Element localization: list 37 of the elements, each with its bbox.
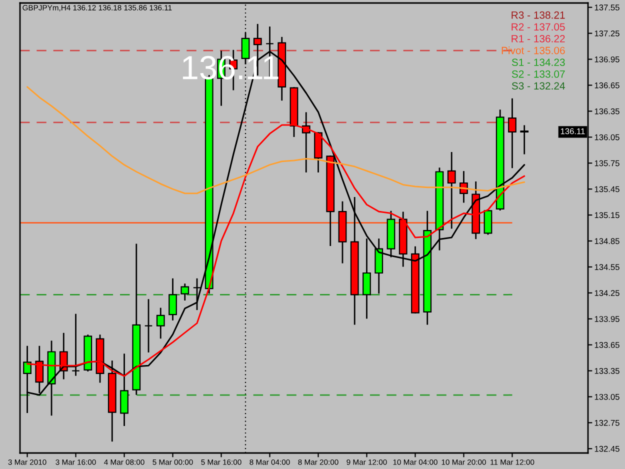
text: 136.11 <box>560 128 585 134</box>
y-tick-label: 136.65 <box>594 82 620 88</box>
y-tick-label: 133.65 <box>594 342 620 348</box>
candlestick <box>168 278 177 320</box>
annotation: R1 - 136.22 <box>512 35 565 42</box>
candlestick <box>362 238 371 319</box>
y-tick-label: 137.25 <box>594 30 620 36</box>
candlestick <box>508 98 516 168</box>
y-tick-label: 136.05 <box>594 134 620 140</box>
annotation: R2 - 137.05 <box>512 23 565 31</box>
y-tick-label: 136.95 <box>594 56 620 62</box>
annotation: S2 - 133.07 <box>512 70 565 78</box>
y-tick-label: 134.25 <box>594 290 620 296</box>
annotation: S3 - 132.24 <box>512 82 565 90</box>
candlestick <box>156 308 165 339</box>
annotation: Pivot - 135.06 <box>502 46 565 54</box>
y-tick-label: 133.05 <box>594 394 620 400</box>
y-tick-label: 135.15 <box>594 212 620 218</box>
candlestick <box>484 209 492 235</box>
y-tick-label: 135.75 <box>594 160 620 166</box>
y-tick-label: 132.45 <box>594 446 620 452</box>
y-tick-label: 134.55 <box>594 264 620 270</box>
y-tick-label: 133.35 <box>594 368 620 374</box>
candlestick <box>192 278 202 310</box>
candlestick <box>447 152 456 229</box>
y-tick-label: 137.55 <box>594 4 620 10</box>
annotation: R3 - 138.21 <box>512 11 565 19</box>
y-tick-label: 132.75 <box>594 420 620 426</box>
y-tick-label: 134.85 <box>594 238 620 244</box>
candlestick <box>72 314 80 376</box>
y-tick-label: 133.95 <box>594 316 620 322</box>
y-tick-label: 135.45 <box>594 186 620 192</box>
y-tick-label: 136.35 <box>594 108 620 114</box>
candlestick <box>144 299 153 352</box>
candlestick <box>180 284 190 301</box>
annotation: S1 - 134.23 <box>512 58 565 66</box>
candlestick <box>520 125 529 154</box>
